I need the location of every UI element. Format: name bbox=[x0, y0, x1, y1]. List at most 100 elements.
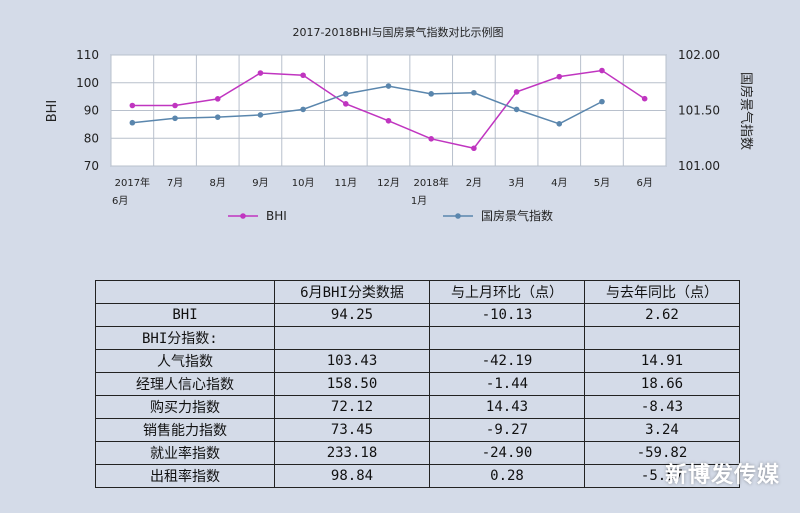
table-header-row: 6月BHI分类数据 与上月环比（点） 与去年同比（点） bbox=[95, 280, 740, 304]
series-line-1 bbox=[132, 85, 603, 125]
row-mom: -42.19 bbox=[429, 349, 585, 373]
data-point bbox=[300, 106, 306, 113]
row-label: 经理人信心指数 bbox=[95, 372, 275, 396]
row-mom: -9.27 bbox=[429, 418, 585, 442]
data-point bbox=[428, 91, 434, 97]
x-tick-label: 2017年 6月 bbox=[112, 176, 150, 207]
row-mom: -1.44 bbox=[429, 372, 585, 396]
header-cell-yoy: 与去年同比（点） bbox=[584, 280, 740, 304]
x-tick-label: 2月 bbox=[466, 177, 482, 189]
table-row: BHI 94.25 -10.13 2.62 bbox=[95, 303, 740, 327]
chart-title: 2017-2018BHI与国房景气指数对比示例图 bbox=[292, 25, 503, 39]
y-tick-label: 80 bbox=[84, 131, 99, 145]
legend-label: 国房景气指数 bbox=[481, 208, 553, 223]
y-tick-label: 110 bbox=[76, 48, 99, 62]
table-row: 购买力指数 72.12 14.43 -8.43 bbox=[95, 395, 740, 419]
row-label: 人气指数 bbox=[95, 349, 275, 373]
row-label: 就业率指数 bbox=[95, 441, 275, 465]
x-tick-label: 2018年 1月 bbox=[411, 176, 449, 207]
row-label: 购买力指数 bbox=[95, 395, 275, 419]
line-chart: 2017-2018BHI与国房景气指数对比示例图 BHI 国房景气指数 70 80… bbox=[45, 25, 754, 223]
data-table-wrap: 6月BHI分类数据 与上月环比（点） 与去年同比（点） BHI 94.25 -1… bbox=[95, 280, 740, 488]
row-yoy: -59.82 bbox=[584, 441, 740, 465]
data-point bbox=[129, 119, 136, 126]
data-point bbox=[257, 112, 264, 118]
table-row: 经理人信心指数 158.50 -1.44 18.66 bbox=[95, 372, 740, 396]
series-group bbox=[129, 67, 648, 152]
legend: BHI 国房景气指数 bbox=[228, 208, 553, 223]
data-point bbox=[214, 114, 221, 120]
x-tick-label: 7月 bbox=[167, 177, 183, 189]
row-yoy bbox=[584, 326, 740, 350]
x-ticks: 2017年 6月 7月 8月 9月 10月 11月 12月 2018年 1月 2月 3月 4月 5月 6月 bbox=[112, 176, 653, 207]
row-label: BHI bbox=[95, 303, 275, 327]
row-yoy: 14.91 bbox=[584, 349, 740, 373]
data-point bbox=[385, 117, 392, 124]
data-point bbox=[300, 72, 306, 79]
row-label: 销售能力指数 bbox=[95, 418, 275, 442]
y-axis-label: BHI bbox=[45, 100, 60, 123]
x-tick-label: 10月 bbox=[292, 177, 315, 189]
table-row: 销售能力指数 73.45 -9.27 3.24 bbox=[95, 418, 740, 442]
data-point bbox=[172, 115, 178, 122]
data-point bbox=[513, 106, 520, 113]
x-tick-label: 12月 bbox=[377, 177, 400, 189]
row-value bbox=[274, 326, 430, 350]
header-cell-bhi: 6月BHI分类数据 bbox=[274, 280, 430, 304]
data-point bbox=[428, 136, 434, 142]
x-tick-label: 6月 bbox=[636, 177, 652, 189]
y-tick-label: 100 bbox=[76, 76, 99, 90]
y2-tick-label: 101.50 bbox=[678, 104, 720, 118]
y2-tick-label: 102.00 bbox=[678, 48, 720, 62]
data-point bbox=[214, 96, 221, 102]
row-label: BHI分指数: bbox=[95, 326, 275, 350]
row-mom: 14.43 bbox=[429, 395, 585, 419]
row-yoy: 3.24 bbox=[584, 418, 740, 442]
legend-swatch-marker bbox=[455, 213, 461, 219]
y2-axis-label: 国房景气指数 bbox=[738, 72, 754, 150]
x-tick-label: 3月 bbox=[508, 177, 524, 189]
x-tick-label: 8月 bbox=[210, 177, 226, 189]
row-value: 103.43 bbox=[274, 349, 430, 373]
row-mom: 0.28 bbox=[429, 464, 585, 488]
data-point bbox=[599, 67, 605, 74]
x-tick-label: 11月 bbox=[334, 177, 357, 189]
x-tick-label: 4月 bbox=[551, 177, 567, 189]
row-yoy: 2.62 bbox=[584, 303, 740, 327]
row-value: 233.18 bbox=[274, 441, 430, 465]
row-value: 94.25 bbox=[274, 303, 430, 327]
y-ticks: 70 80 90 100 110 bbox=[76, 48, 99, 173]
legend-label: BHI bbox=[266, 209, 287, 223]
data-point bbox=[343, 91, 349, 97]
y2-tick-label: 101.00 bbox=[678, 159, 720, 173]
x-tick-label: 5月 bbox=[594, 177, 610, 189]
table-row: BHI分指数: bbox=[95, 326, 740, 350]
data-point bbox=[257, 70, 264, 76]
bhi-data-table: 6月BHI分类数据 与上月环比（点） 与去年同比（点） BHI 94.25 -1… bbox=[95, 280, 740, 488]
table-row: 出租率指数 98.84 0.28 -5.57 bbox=[95, 464, 740, 488]
table-row: 人气指数 103.43 -42.19 14.91 bbox=[95, 349, 740, 373]
row-yoy: 18.66 bbox=[584, 372, 740, 396]
y2-ticks: 101.00 101.50 102.00 bbox=[678, 48, 720, 173]
row-value: 98.84 bbox=[274, 464, 430, 488]
y-tick-label: 70 bbox=[84, 159, 99, 173]
data-point bbox=[343, 101, 349, 107]
header-cell-mom: 与上月环比（点） bbox=[429, 280, 585, 304]
row-value: 158.50 bbox=[274, 372, 430, 396]
y-tick-label: 90 bbox=[84, 104, 99, 118]
data-point bbox=[385, 83, 392, 89]
row-mom: -10.13 bbox=[429, 303, 585, 327]
data-point bbox=[556, 121, 563, 127]
watermark: 新博发传媒 bbox=[664, 463, 780, 488]
row-mom: -24.90 bbox=[429, 441, 585, 465]
row-value: 72.12 bbox=[274, 395, 430, 419]
data-point bbox=[172, 102, 178, 109]
data-point bbox=[641, 95, 648, 102]
data-point bbox=[129, 102, 136, 109]
row-label: 出租率指数 bbox=[95, 464, 275, 488]
data-point bbox=[471, 145, 477, 152]
data-point bbox=[556, 73, 563, 80]
row-yoy: -5.57 bbox=[584, 464, 740, 488]
row-mom bbox=[429, 326, 585, 350]
data-point bbox=[599, 98, 605, 105]
